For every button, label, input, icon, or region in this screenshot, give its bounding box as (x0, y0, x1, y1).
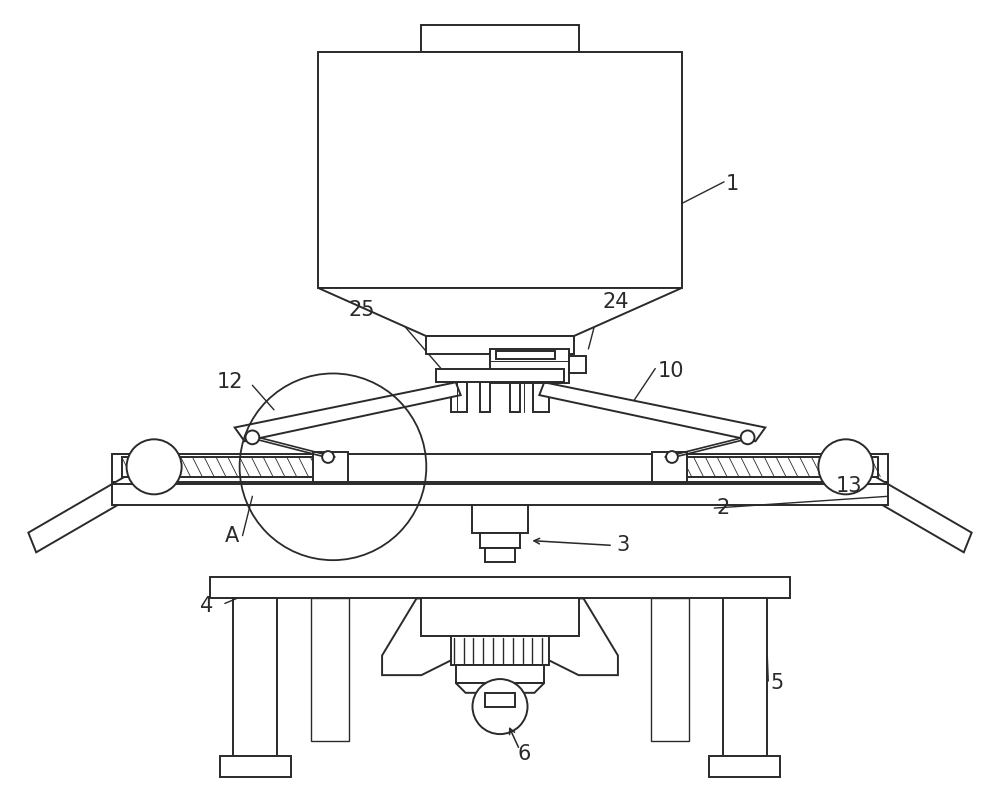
Bar (233, 598, 277, 761)
Polygon shape (28, 469, 146, 552)
Text: 10: 10 (657, 361, 684, 381)
Polygon shape (456, 683, 544, 693)
Text: 4: 4 (200, 596, 214, 616)
Bar (485, 693, 515, 706)
Polygon shape (539, 382, 765, 442)
Bar (210, 577, 790, 598)
Circle shape (245, 430, 259, 444)
Polygon shape (854, 469, 972, 552)
Circle shape (322, 451, 334, 463)
Text: 24: 24 (602, 292, 629, 312)
Bar (496, 351, 555, 358)
Bar (456, 666, 544, 683)
Bar (436, 369, 564, 382)
Bar (426, 336, 574, 354)
Bar (652, 452, 687, 482)
Bar (472, 505, 528, 533)
Text: 3: 3 (616, 535, 629, 555)
Circle shape (818, 439, 873, 494)
Text: A: A (225, 526, 239, 546)
Polygon shape (382, 598, 618, 675)
Bar (709, 756, 780, 778)
Bar (723, 598, 767, 761)
Bar (651, 598, 689, 741)
Bar (122, 457, 318, 477)
Bar (490, 349, 569, 383)
Bar (311, 598, 349, 741)
Polygon shape (235, 382, 461, 442)
Circle shape (741, 430, 755, 444)
Bar (220, 756, 291, 778)
Circle shape (666, 451, 678, 463)
Circle shape (127, 439, 182, 494)
Text: 6: 6 (518, 744, 531, 764)
Bar (112, 483, 888, 505)
Bar (682, 457, 878, 477)
Bar (533, 382, 549, 412)
Bar (485, 548, 515, 562)
Bar (318, 52, 682, 288)
Text: 1: 1 (726, 174, 739, 194)
Circle shape (472, 679, 528, 734)
Bar (451, 382, 467, 412)
Text: 13: 13 (836, 477, 863, 497)
Bar (421, 598, 579, 636)
Bar (569, 356, 586, 374)
Bar (421, 25, 579, 52)
Bar (480, 533, 520, 548)
Bar (451, 636, 549, 666)
Text: 25: 25 (349, 299, 375, 319)
Text: 5: 5 (770, 673, 783, 693)
Bar (112, 454, 888, 482)
Bar (480, 382, 490, 412)
Bar (313, 452, 348, 482)
Polygon shape (318, 288, 682, 336)
Text: 12: 12 (217, 372, 244, 392)
Text: 2: 2 (716, 498, 729, 518)
Bar (510, 382, 520, 412)
